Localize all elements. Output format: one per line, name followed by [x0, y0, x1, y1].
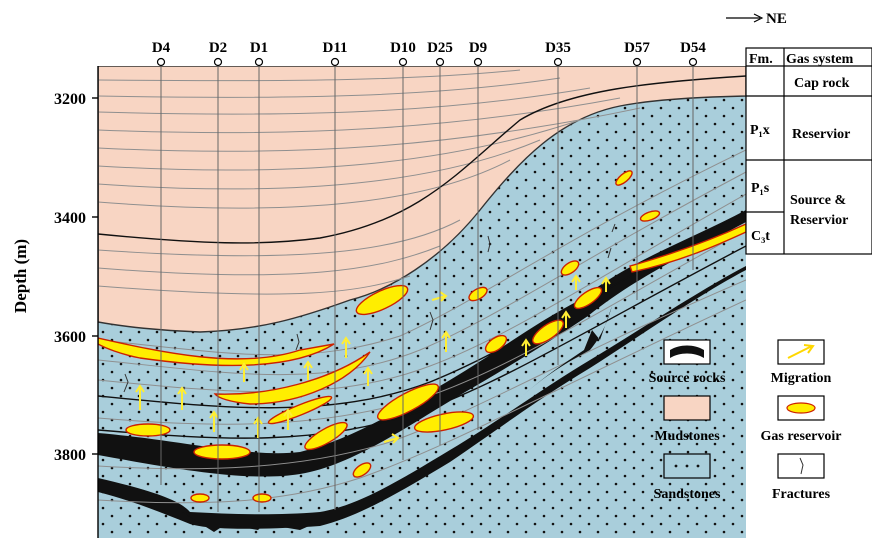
fractures — [123, 223, 616, 393]
strat-column — [745, 47, 872, 255]
well-label-d10: D10 — [390, 40, 416, 56]
well-label-d1: D1 — [250, 40, 268, 56]
well-label-d57: D57 — [624, 40, 650, 56]
tick-label-3600: 3600 — [54, 329, 86, 346]
legend-fractures: Fractures — [772, 453, 831, 502]
source-rock-bed — [98, 210, 746, 477]
source-rock-tails — [182, 306, 612, 532]
fm-p1s: P₁s — [751, 181, 770, 196]
depth-axis: 3200 3400 3600 3800 Depth (m) — [11, 66, 99, 538]
tick-label-3200: 3200 — [54, 91, 86, 108]
tick-label-3400: 3400 — [54, 210, 86, 227]
well-label-d9: D9 — [469, 40, 487, 56]
legend-label-sandstones: Sandstones — [654, 487, 721, 502]
well-labels: D4 D2 D1 D11 D10 D25 D9 D35 D57 D54 — [152, 40, 707, 56]
legend-label-mudstones: Mudstones — [654, 429, 720, 444]
header-gas-system: Gas system — [786, 52, 854, 67]
legend-label-gas-reservoir: Gas reservoir — [761, 429, 842, 444]
well-markers — [156, 57, 698, 67]
system-reservior-1: Reservior — [792, 127, 850, 142]
direction-label: NE — [766, 11, 787, 27]
legend-migration: Migration — [771, 339, 832, 386]
tick-label-3800: 3800 — [54, 447, 86, 464]
well-label-d4: D4 — [152, 40, 171, 56]
header-fm: Fm. — [749, 52, 773, 67]
fm-c3t: C₃t — [751, 229, 770, 244]
legend-gas-reservoir: Gas reservoir — [761, 395, 842, 444]
system-source-and: Source & — [790, 193, 846, 208]
legend-mudstones: Mudstones — [654, 395, 720, 444]
legend-label-migration: Migration — [771, 371, 832, 386]
well-label-d11: D11 — [322, 40, 347, 56]
gas-reservoirs — [98, 170, 746, 503]
y-axis-label: Depth (m) — [11, 239, 30, 313]
well-label-d54: D54 — [680, 40, 706, 56]
legend-label-fractures: Fractures — [772, 487, 831, 502]
formation-boundaries — [98, 75, 746, 439]
system-reservior-2: Reservior — [790, 213, 848, 228]
fm-p1x: P₁x — [750, 123, 770, 138]
well-label-d25: D25 — [427, 40, 453, 56]
section-body — [98, 66, 746, 538]
well-label-d2: D2 — [209, 40, 227, 56]
legend-source-rocks: Source rocks — [649, 339, 726, 386]
legend: Source rocks Migration Mudstones Gas res… — [649, 339, 842, 502]
strat-column-text: Fm. Gas system Cap rock P₁x Reservior P₁… — [749, 52, 854, 244]
direction-indicator: NE — [726, 11, 787, 27]
legend-sandstones: Sandstones — [654, 453, 721, 502]
migration-arrows — [135, 274, 611, 444]
well-lines — [160, 66, 694, 512]
well-label-d35: D35 — [545, 40, 571, 56]
layer-lines — [98, 69, 746, 504]
legend-label-source-rocks: Source rocks — [649, 371, 726, 386]
system-cap-rock: Cap rock — [794, 76, 850, 91]
